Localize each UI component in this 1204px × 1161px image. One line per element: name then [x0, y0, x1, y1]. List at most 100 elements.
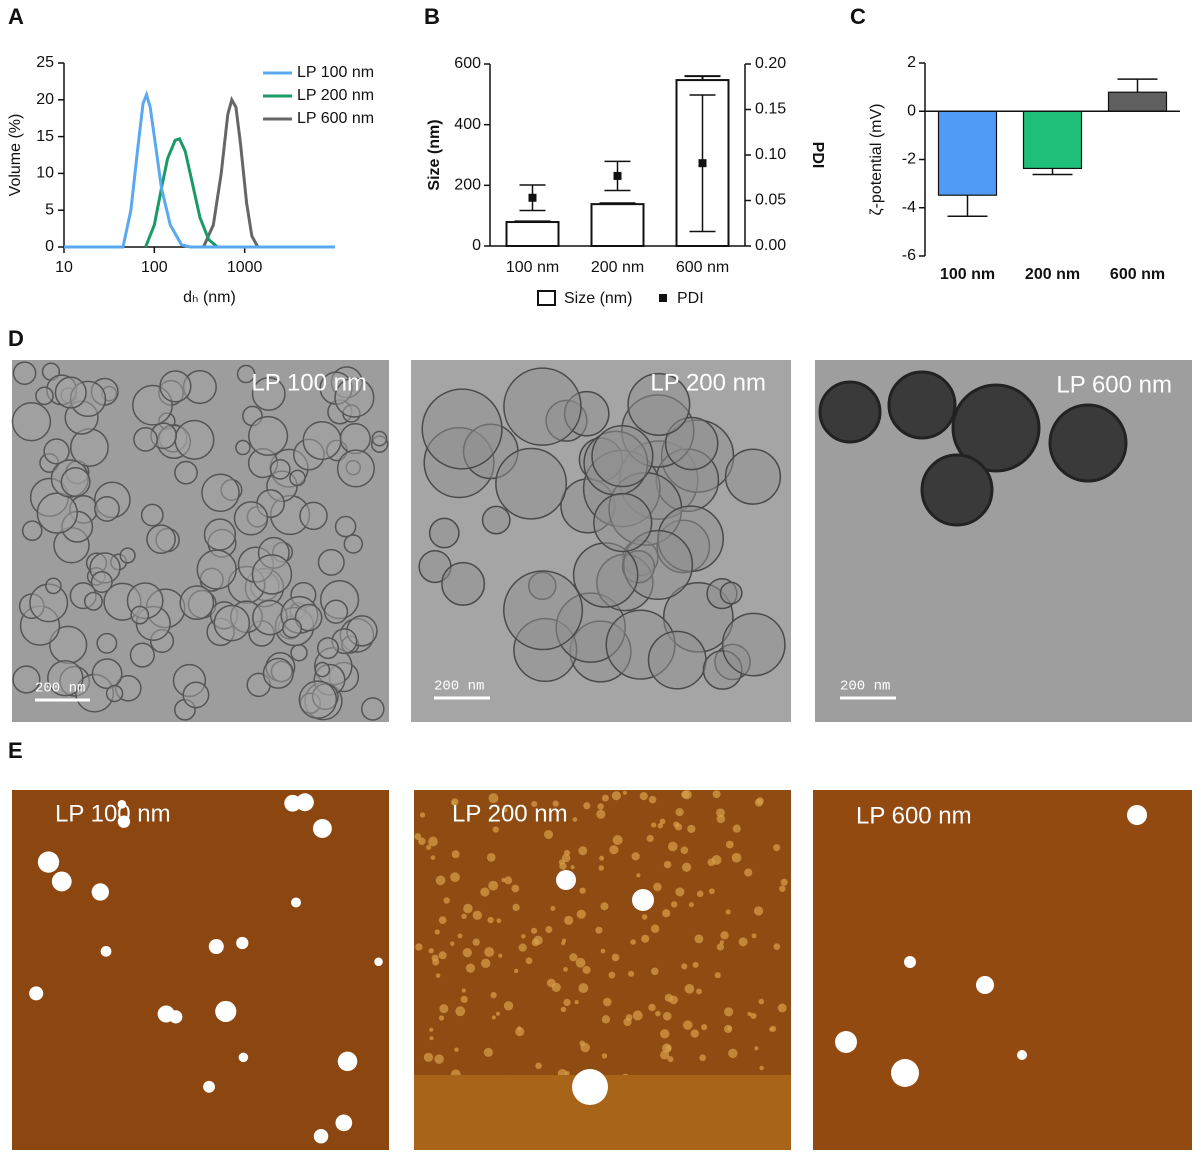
- texture: [317, 548, 345, 576]
- texture: [600, 902, 609, 911]
- texture: [659, 818, 666, 825]
- texture: [530, 927, 538, 934]
- texture: [753, 906, 764, 916]
- texture: [595, 926, 603, 934]
- texture: [699, 1054, 706, 1062]
- texture: [491, 1015, 496, 1020]
- texture: [751, 933, 757, 939]
- texture: [684, 983, 695, 994]
- texture: [630, 939, 636, 945]
- y-tick-label: 25: [36, 54, 54, 71]
- texture: [133, 427, 158, 452]
- texture: [891, 1059, 919, 1087]
- image-layer: [11, 360, 1192, 1150]
- texture: [579, 1040, 586, 1047]
- image-title: LP 600 nm: [856, 802, 972, 829]
- texture: [688, 902, 694, 908]
- texture: [450, 872, 460, 883]
- texture: [662, 1011, 672, 1021]
- texture: [498, 953, 503, 958]
- texture: [574, 999, 579, 1005]
- texture: [117, 815, 131, 828]
- texture: [721, 612, 786, 677]
- texture: [512, 903, 520, 912]
- texture: [435, 973, 441, 978]
- texture: [665, 1045, 672, 1052]
- texture: [461, 913, 467, 919]
- texture: [716, 943, 724, 951]
- texture: [572, 542, 639, 608]
- texture: [664, 416, 719, 471]
- texture: [572, 817, 578, 822]
- y-tick-label: -4: [902, 199, 916, 216]
- legend-swatch: [537, 290, 556, 306]
- texture: [578, 983, 589, 994]
- texture: [675, 807, 684, 817]
- texture: [887, 370, 957, 440]
- texture: [430, 855, 436, 860]
- texture: [488, 880, 499, 891]
- texture: [179, 585, 215, 621]
- texture: [724, 448, 782, 505]
- texture: [744, 868, 753, 877]
- texture: [481, 958, 491, 969]
- x-tick-label: 100 nm: [940, 266, 995, 283]
- texture: [21, 520, 43, 541]
- texture: [490, 992, 497, 999]
- texture: [1048, 403, 1128, 483]
- texture: [578, 846, 588, 856]
- texture: [951, 383, 1041, 473]
- texture: [235, 439, 251, 456]
- legend-label: Size (nm): [564, 290, 632, 307]
- afm-image: [813, 790, 1192, 1150]
- texture: [313, 1128, 329, 1144]
- texture: [51, 871, 72, 892]
- texture: [451, 850, 460, 859]
- x-axis-label: dₕ (nm): [183, 289, 236, 306]
- texture: [70, 428, 109, 467]
- texture: [525, 957, 533, 965]
- texture: [215, 1000, 237, 1023]
- texture: [11, 401, 52, 442]
- texture: [518, 943, 527, 952]
- texture: [269, 458, 291, 480]
- texture: [434, 929, 440, 935]
- x-tick-label: 200 nm: [591, 259, 644, 276]
- data-line: [202, 95, 260, 248]
- texture: [236, 364, 256, 384]
- texture: [438, 1015, 445, 1021]
- texture: [248, 415, 289, 457]
- texture: [714, 972, 721, 979]
- texture: [754, 798, 763, 807]
- texture: [129, 642, 155, 668]
- texture: [461, 988, 466, 993]
- texture: [334, 377, 375, 418]
- texture: [438, 951, 447, 960]
- texture: [481, 505, 511, 535]
- y-tick-label: 400: [454, 116, 481, 133]
- texture: [646, 834, 654, 842]
- texture: [495, 1011, 501, 1016]
- image-title: LP 600 nm: [1056, 371, 1172, 398]
- texture: [45, 577, 62, 595]
- texture: [423, 1052, 434, 1062]
- texture: [648, 795, 657, 804]
- texture: [282, 618, 303, 639]
- texture: [60, 466, 91, 498]
- texture: [602, 997, 612, 1007]
- afm-image: [12, 790, 389, 1150]
- texture: [533, 935, 543, 946]
- texture: [552, 800, 559, 807]
- texture: [465, 963, 476, 973]
- texture: [583, 802, 591, 810]
- texture: [294, 603, 323, 632]
- texture: [690, 1029, 699, 1038]
- texture: [435, 875, 446, 886]
- texture: [680, 846, 689, 855]
- texture: [262, 657, 294, 689]
- texture: [657, 822, 664, 829]
- texture: [457, 933, 463, 939]
- panel-label: D: [8, 326, 24, 351]
- texture: [462, 947, 472, 958]
- texture: [208, 938, 224, 955]
